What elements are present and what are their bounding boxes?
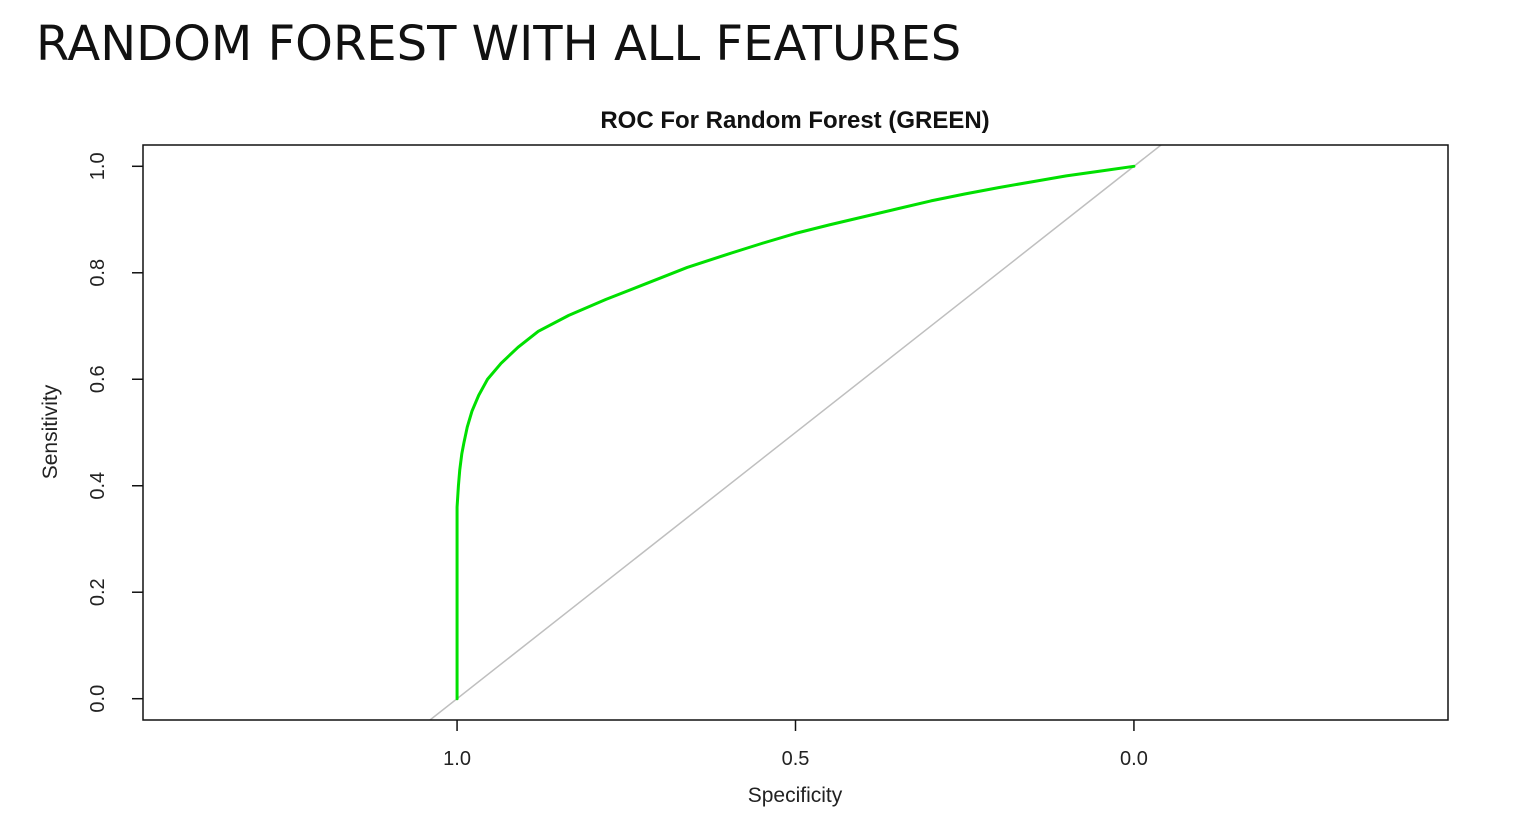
x-tick-label: 0.0 bbox=[1120, 748, 1148, 770]
series-layer bbox=[429, 145, 1162, 720]
x-axis: 1.0 0.5 0.0 bbox=[443, 720, 1148, 770]
y-tick-label: 1.0 bbox=[87, 152, 109, 180]
y-tick-label: 0.0 bbox=[87, 685, 109, 713]
x-tick-label: 0.5 bbox=[782, 748, 810, 770]
y-tick-label: 0.4 bbox=[87, 472, 109, 500]
slide-title: RANDOM FOREST WITH ALL FEATURES bbox=[36, 16, 962, 72]
chart-title: ROC For Random Forest (GREEN) bbox=[600, 107, 989, 134]
reference-diagonal bbox=[429, 145, 1162, 720]
y-tick-label: 0.2 bbox=[87, 578, 109, 606]
y-axis-label: Sensitivity bbox=[39, 384, 62, 479]
x-tick-label: 1.0 bbox=[443, 748, 471, 770]
x-axis-label: Specificity bbox=[748, 784, 843, 807]
roc-curve bbox=[455, 164, 1136, 701]
y-tick-label: 0.6 bbox=[87, 365, 109, 393]
y-axis: 0.0 0.2 0.4 0.6 0.8 1.0 bbox=[87, 152, 143, 713]
y-tick-label: 0.8 bbox=[87, 259, 109, 287]
